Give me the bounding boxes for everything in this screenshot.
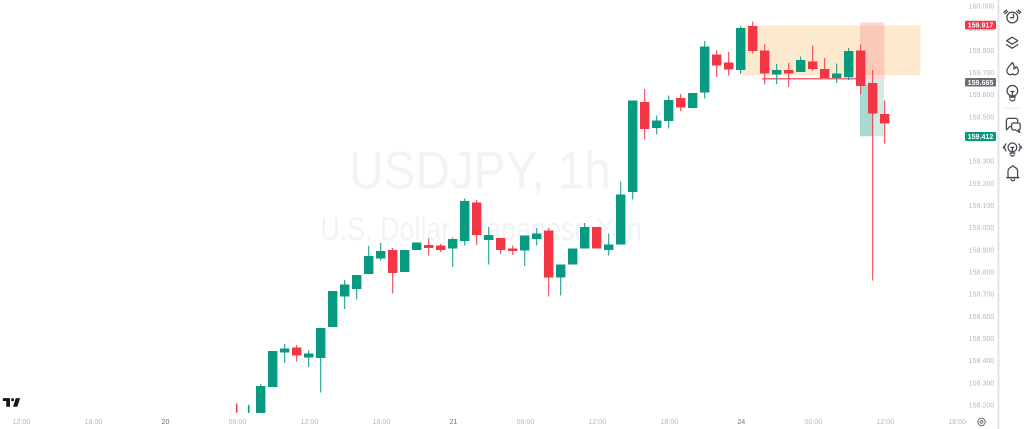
svg-text:12:00: 12:00 (301, 418, 319, 426)
svg-text:159.200: 159.200 (969, 180, 995, 188)
svg-text:159.100: 159.100 (969, 202, 995, 210)
svg-text:18:00: 18:00 (660, 418, 678, 426)
svg-text:06:00: 06:00 (517, 418, 535, 426)
svg-text:158.300: 158.300 (969, 379, 995, 387)
svg-text:159.700: 159.700 (969, 69, 995, 77)
svg-text:12:00: 12:00 (876, 418, 894, 426)
svg-text:160.000: 160.000 (969, 3, 995, 11)
svg-text:159.800: 159.800 (969, 47, 995, 55)
svg-text:159.412: 159.412 (968, 133, 994, 141)
svg-text:06:00: 06:00 (229, 418, 247, 426)
svg-text:159.300: 159.300 (969, 158, 995, 166)
svg-text:18:00: 18:00 (373, 418, 391, 426)
svg-text:158.800: 158.800 (969, 269, 995, 277)
svg-text:159.600: 159.600 (969, 91, 995, 99)
svg-text:12:00: 12:00 (13, 418, 31, 426)
svg-text:158.900: 158.900 (969, 246, 995, 254)
svg-text:USDJPY, 1h: USDJPY, 1h (349, 140, 611, 200)
svg-text:20: 20 (162, 418, 170, 426)
svg-text:21: 21 (449, 418, 457, 426)
svg-text:159.665: 159.665 (968, 79, 994, 87)
svg-text:24: 24 (737, 418, 745, 426)
svg-text:159.917: 159.917 (968, 22, 994, 30)
svg-text:18:00: 18:00 (85, 418, 103, 426)
svg-text:18:00: 18:00 (948, 418, 966, 426)
svg-text:06:00: 06:00 (804, 418, 822, 426)
svg-text:12:00: 12:00 (588, 418, 606, 426)
svg-text:158.700: 158.700 (969, 291, 995, 299)
svg-text:158.600: 158.600 (969, 313, 995, 321)
svg-text:158.500: 158.500 (969, 335, 995, 343)
svg-text:158.200: 158.200 (969, 402, 995, 410)
svg-text:159.000: 159.000 (969, 224, 995, 232)
svg-text:159.500: 159.500 (969, 113, 995, 121)
svg-text:158.400: 158.400 (969, 357, 995, 365)
